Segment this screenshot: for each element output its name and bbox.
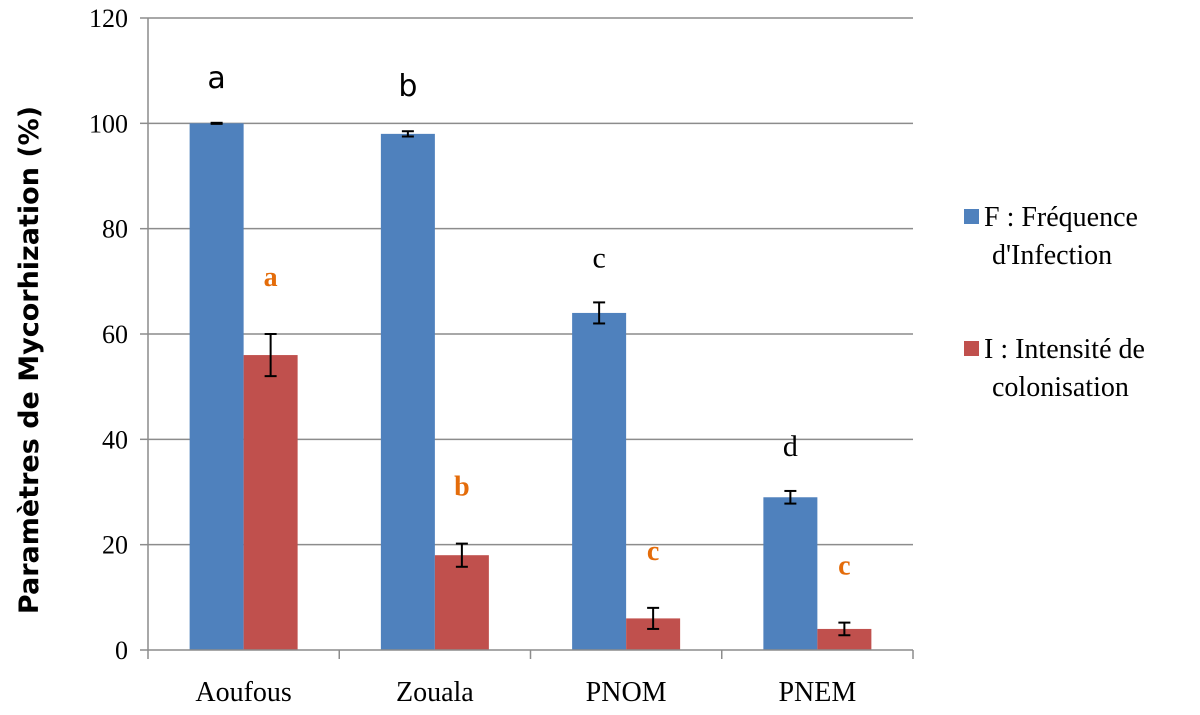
y-tick-label: 0: [115, 636, 128, 665]
significance-letter: b: [398, 69, 417, 104]
legend-label: d'Infection: [992, 240, 1112, 271]
bar: [434, 555, 489, 650]
category-label: PNOM: [586, 677, 667, 708]
bars: [189, 123, 872, 651]
y-axis-title: Paramètres de Mycorhization (%): [14, 106, 45, 614]
significance-letters: a a b b c c d c: [207, 61, 850, 582]
y-tick-label: 100: [89, 109, 128, 138]
significance-letter: c: [838, 551, 850, 582]
category-label: Zouala: [396, 677, 474, 708]
significance-letter: b: [454, 472, 470, 503]
bar: [763, 497, 818, 650]
y-tick-label: 60: [102, 320, 128, 349]
x-axis: Aoufous Zouala PNOM PNEM: [147, 649, 914, 708]
bar: [243, 355, 298, 650]
y-axis: 0 20 40 60 80 100 120: [89, 4, 149, 665]
y-tick-label: 20: [102, 531, 128, 560]
error-bars: [210, 121, 851, 637]
category-label: PNEM: [778, 677, 856, 708]
significance-letter: c: [647, 536, 659, 567]
legend-swatch: [964, 341, 979, 356]
legend-swatch: [964, 209, 979, 224]
category-label: Aoufous: [195, 677, 291, 708]
significance-letter: d: [783, 430, 798, 463]
legend-label: F : Fréquence: [984, 202, 1138, 233]
y-tick-label: 80: [102, 215, 128, 244]
legend-label: I : Intensité de: [984, 334, 1145, 365]
bar: [189, 123, 244, 651]
legend: F : Fréquence d'Infection I : Intensité de…: [964, 202, 1145, 403]
bar: [817, 628, 872, 650]
significance-letter: a: [207, 61, 225, 96]
significance-letter: c: [592, 241, 605, 274]
y-tick-label: 120: [89, 4, 128, 33]
y-tick-label: 40: [102, 425, 128, 454]
bar: [572, 312, 627, 650]
bar: [380, 133, 435, 650]
legend-label: colonisation: [992, 372, 1129, 403]
significance-letter: a: [264, 262, 278, 293]
